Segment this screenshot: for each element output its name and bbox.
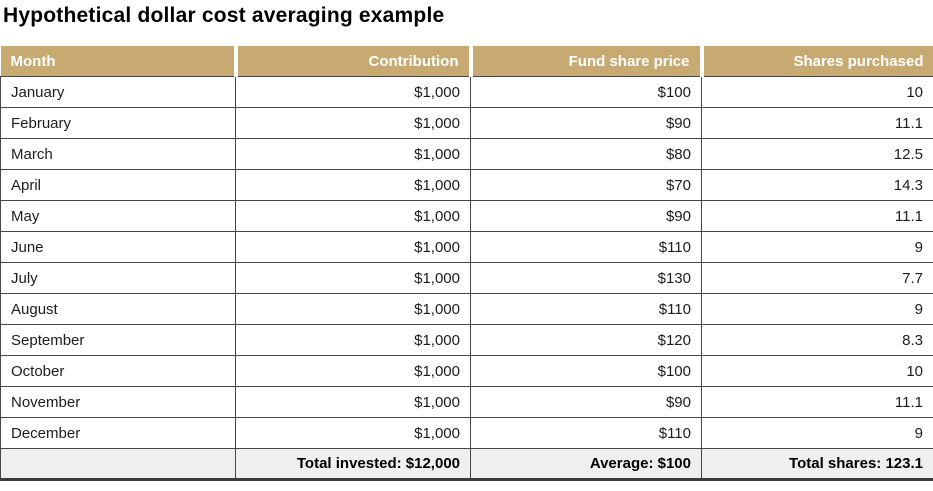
value-cell: $130 — [471, 263, 702, 294]
value-cell: $120 — [471, 325, 702, 356]
value-cell: $90 — [471, 387, 702, 418]
footer-cell: Total shares: 123.1 — [702, 449, 933, 480]
value-cell: $1,000 — [236, 108, 471, 139]
value-cell: $1,000 — [236, 356, 471, 387]
value-cell: $110 — [471, 418, 702, 449]
value-cell: $90 — [471, 201, 702, 232]
month-cell: September — [1, 325, 236, 356]
month-cell: June — [1, 232, 236, 263]
month-cell: November — [1, 387, 236, 418]
value-cell: 11.1 — [702, 108, 933, 139]
value-cell: $1,000 — [236, 139, 471, 170]
month-cell: October — [1, 356, 236, 387]
value-cell: 9 — [702, 294, 933, 325]
value-cell: $1,000 — [236, 325, 471, 356]
month-cell: January — [1, 77, 236, 108]
month-cell: March — [1, 139, 236, 170]
month-cell: August — [1, 294, 236, 325]
value-cell: $1,000 — [236, 232, 471, 263]
value-cell: $1,000 — [236, 263, 471, 294]
value-cell: $1,000 — [236, 418, 471, 449]
value-cell: 11.1 — [702, 201, 933, 232]
value-cell: $90 — [471, 108, 702, 139]
value-cell: 7.7 — [702, 263, 933, 294]
value-cell: $1,000 — [236, 201, 471, 232]
value-cell: $110 — [471, 294, 702, 325]
column-header-fund-share-price: Fund share price — [471, 46, 702, 77]
value-cell: 10 — [702, 356, 933, 387]
value-cell: 10 — [702, 77, 933, 108]
value-cell: 8.3 — [702, 325, 933, 356]
value-cell: 9 — [702, 418, 933, 449]
value-cell: $80 — [471, 139, 702, 170]
value-cell: $1,000 — [236, 387, 471, 418]
value-cell: $100 — [471, 77, 702, 108]
value-cell: $70 — [471, 170, 702, 201]
value-cell: $1,000 — [236, 294, 471, 325]
value-cell: 12.5 — [702, 139, 933, 170]
value-cell: $100 — [471, 356, 702, 387]
column-header-shares-purchased: Shares purchased — [702, 46, 933, 77]
month-cell: February — [1, 108, 236, 139]
footer-cell: Average: $100 — [471, 449, 702, 480]
value-cell: $1,000 — [236, 170, 471, 201]
month-cell: July — [1, 263, 236, 294]
column-header-month: Month — [1, 46, 236, 77]
month-cell: April — [1, 170, 236, 201]
value-cell: 14.3 — [702, 170, 933, 201]
month-cell: May — [1, 201, 236, 232]
value-cell: $1,000 — [236, 77, 471, 108]
value-cell: $110 — [471, 232, 702, 263]
footer-cell — [1, 449, 236, 480]
page-title: Hypothetical dollar cost averaging examp… — [3, 4, 933, 28]
value-cell: 9 — [702, 232, 933, 263]
footer-cell: Total invested: $12,000 — [236, 449, 471, 480]
value-cell: 11.1 — [702, 387, 933, 418]
column-header-contribution: Contribution — [236, 46, 471, 77]
month-cell: December — [1, 418, 236, 449]
